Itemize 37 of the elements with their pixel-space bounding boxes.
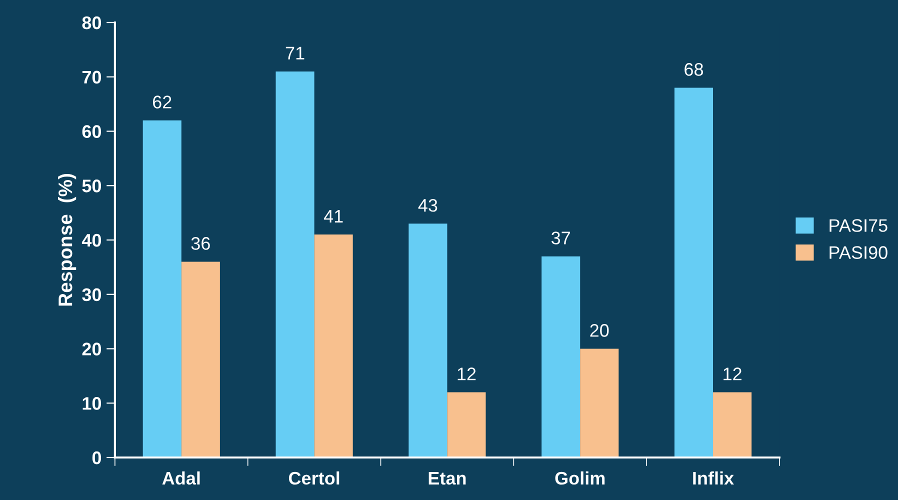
x-tick-label: Etan — [428, 472, 466, 485]
bar — [142, 120, 182, 458]
y-tick-label: 40 — [82, 234, 102, 247]
y-tick-label: 70 — [82, 70, 102, 84]
data-label: 68 — [684, 63, 703, 76]
bar — [580, 348, 619, 458]
data-label: 41 — [324, 210, 343, 222]
bar — [181, 262, 220, 458]
bar — [408, 224, 448, 458]
y-tick-label: 0 — [92, 451, 102, 464]
data-label: 12 — [458, 368, 476, 380]
y-tick-label: 50 — [82, 180, 102, 192]
data-label: 12 — [724, 368, 742, 380]
data-label: 37 — [551, 232, 570, 244]
bar — [447, 392, 486, 458]
x-tick-label: Certol — [288, 471, 340, 485]
bar — [713, 392, 752, 458]
x-tick-label: Adal — [162, 471, 200, 485]
data-label: 62 — [153, 96, 172, 108]
data-label: 20 — [590, 324, 609, 337]
x-tick-label: Golim — [555, 471, 605, 485]
y-tick-label: 20 — [82, 342, 102, 356]
data-label: 71 — [286, 46, 304, 60]
data-label: 43 — [418, 199, 438, 212]
x-tick-label: Inflix — [693, 471, 734, 484]
y-tick-label: 30 — [82, 288, 102, 302]
y-tick-label: 80 — [82, 16, 102, 30]
bar — [314, 234, 353, 458]
bar — [674, 88, 714, 458]
legend-label: PASI75 — [830, 219, 888, 232]
bar — [542, 256, 580, 458]
y-tick-label: 60 — [82, 125, 102, 138]
y-axis-title: Response (%) — [58, 174, 76, 306]
y-tick-label: 10 — [82, 397, 102, 410]
legend-label: PASI90 — [830, 246, 888, 259]
data-label: 36 — [191, 237, 210, 250]
bar — [276, 71, 314, 458]
